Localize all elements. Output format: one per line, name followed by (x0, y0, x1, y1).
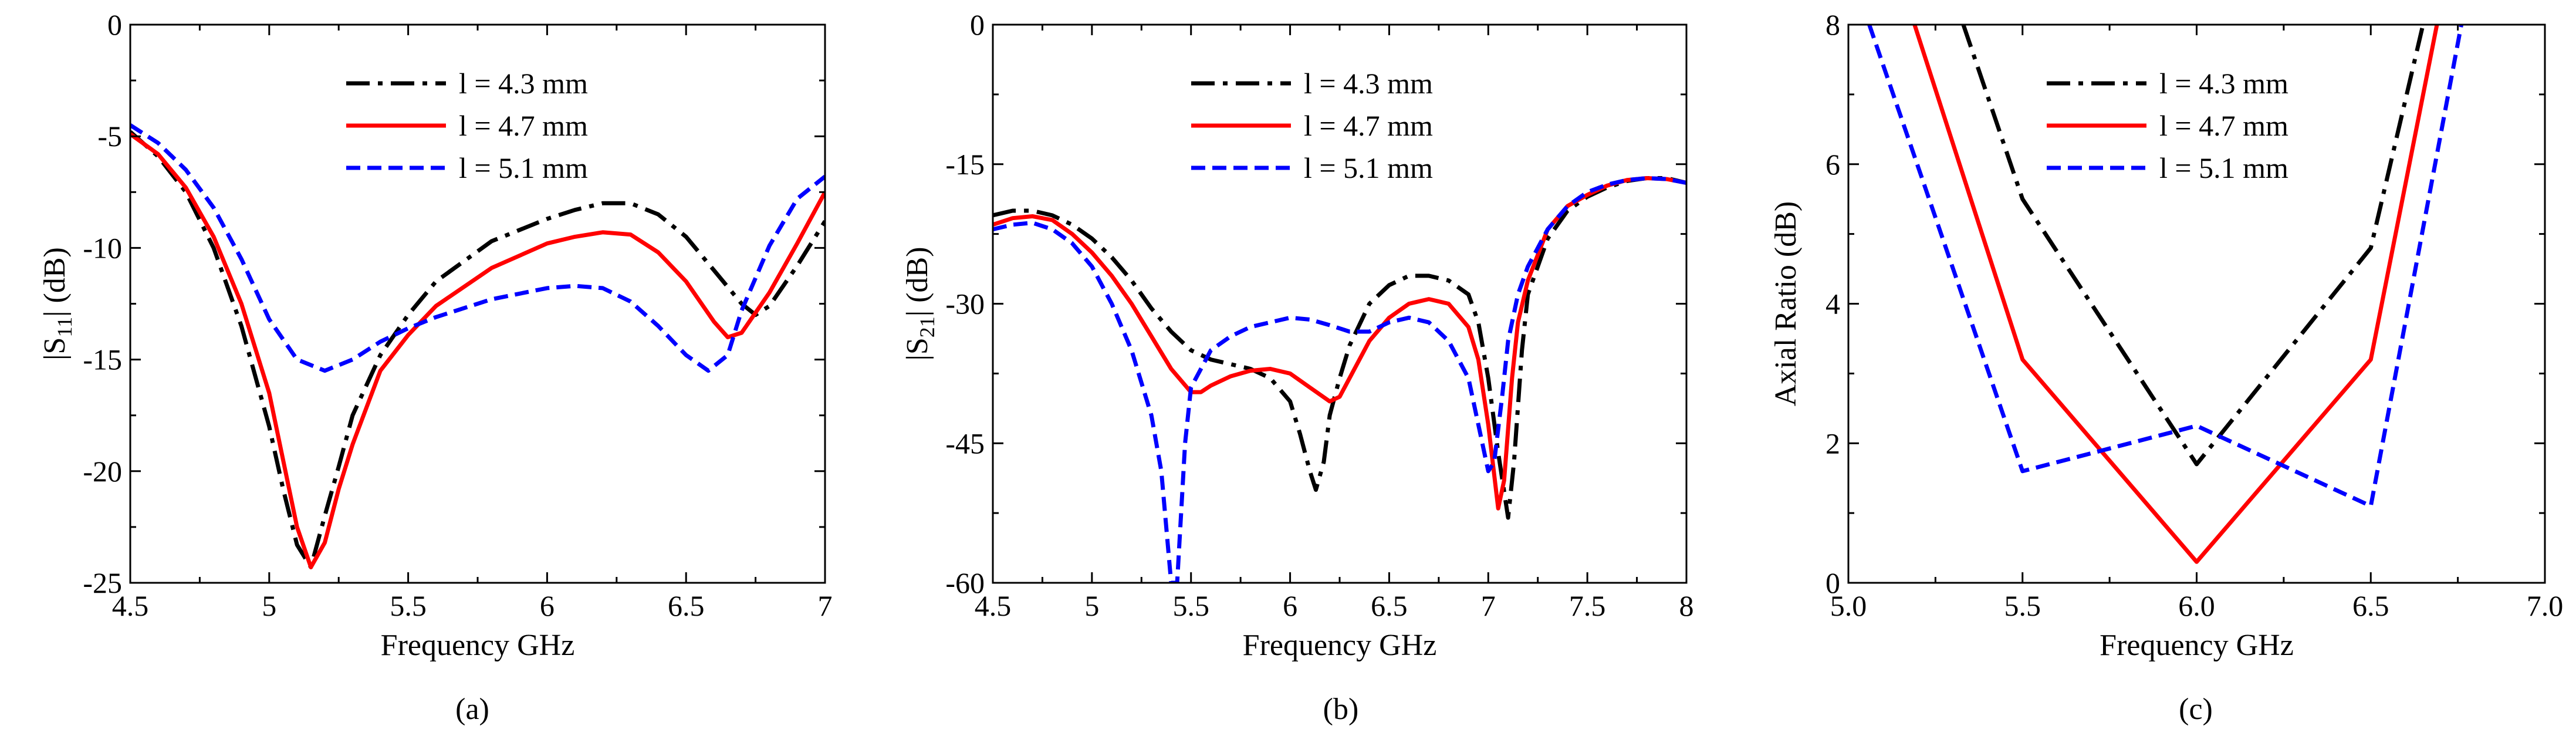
y-tick-label: 2 (1825, 427, 1840, 460)
y-axis-label: Axial Ratio (dB) (1769, 201, 1803, 407)
x-tick-label: 6 (1283, 589, 1297, 622)
x-tick-label: 4.5 (975, 589, 1012, 622)
y-tick-label: 0 (1825, 566, 1840, 599)
y-tick-label: 4 (1825, 288, 1840, 320)
x-tick-label: 5.5 (1172, 589, 1209, 622)
series-line-1 (130, 132, 825, 569)
x-tick-label: 5.5 (2004, 589, 2041, 622)
panel-a: 4.5 5 5.5 6 6.5 7 -25 -20 -15 -10 -5 0 Frequency GHz… (38, 8, 833, 726)
legend-label-1: l = 4.7 mm (2159, 109, 2288, 142)
x-tick-label: 6.5 (668, 589, 705, 622)
panel-caption: (c) (2179, 693, 2213, 726)
legend-label-0: l = 4.3 mm (459, 67, 588, 100)
y-tick-label: -60 (945, 566, 985, 599)
x-axis-label: Frequency GHz (1243, 629, 1437, 662)
y-tick-label: -20 (83, 455, 122, 488)
y-tick-label: 8 (1825, 8, 1840, 41)
x-tick-label: 6.5 (1371, 589, 1408, 622)
x-tick-label: 6.0 (2178, 589, 2215, 622)
x-tick-label: 6 (540, 589, 555, 622)
y-tick-label: 0 (107, 8, 122, 41)
panel-b: 4.5 5 5.5 6 6.5 7 7.5 8 -60 -45 -30 -15 0 Frequency G… (901, 8, 1694, 726)
x-tick-label: 5.5 (390, 589, 427, 622)
series-line-1 (993, 176, 1686, 511)
series-line-1 (1912, 25, 2439, 564)
series-line-0 (993, 176, 1686, 520)
x-tick-label: 8 (1679, 589, 1694, 622)
x-tick-label: 6.5 (2352, 589, 2389, 622)
y-axis-label: |S21| (dB) (901, 247, 939, 360)
plot-frame (1847, 23, 2546, 584)
legend-label-2: l = 5.1 mm (459, 151, 588, 184)
panel-caption: (a) (455, 693, 489, 726)
legend-label-0: l = 4.3 mm (1304, 67, 1433, 100)
x-tick-label: 7 (818, 589, 833, 622)
x-axis-label: Frequency GHz (381, 629, 575, 662)
y-tick-label: -15 (83, 343, 122, 376)
x-tick-label: 7.0 (2527, 589, 2564, 622)
x-tick-label: 7 (1481, 589, 1496, 622)
plot-frame (992, 23, 1688, 584)
series-line-2 (130, 123, 825, 373)
x-axis-label: Frequency GHz (2100, 629, 2294, 662)
y-tick-label: -45 (945, 427, 985, 460)
panel-caption: (b) (1323, 693, 1359, 726)
legend-label-2: l = 5.1 mm (1304, 151, 1433, 184)
legend-label-0: l = 4.3 mm (2159, 67, 2288, 100)
series-line-2 (993, 176, 1686, 583)
x-tick-label: 5 (1084, 589, 1099, 622)
series-line-2 (1867, 25, 2464, 508)
x-tick-label: 7.5 (1569, 589, 1606, 622)
y-tick-label: 6 (1825, 148, 1840, 181)
y-tick-label: -25 (83, 566, 122, 599)
y-tick-label: -15 (945, 148, 985, 181)
legend-label-2: l = 5.1 mm (2159, 151, 2288, 184)
legend-label-1: l = 4.7 mm (459, 109, 588, 142)
y-tick-label: -5 (97, 120, 122, 153)
x-tick-label: 5.0 (1830, 589, 1867, 622)
x-tick-label: 4.5 (112, 589, 149, 622)
panel-c: 5.0 5.5 6.0 6.5 7.0 0 2 4 6 8 Frequency GHz Axial R… (1769, 8, 2563, 726)
series-line-0 (130, 130, 825, 569)
y-tick-label: -30 (945, 288, 985, 320)
legend-label-1: l = 4.7 mm (1304, 109, 1433, 142)
series-line-0 (1961, 25, 2425, 467)
y-tick-label: 0 (970, 8, 985, 41)
x-tick-label: 5 (262, 589, 276, 622)
y-axis-label: |S11| (dB) (38, 247, 76, 360)
y-tick-label: -10 (83, 231, 122, 264)
